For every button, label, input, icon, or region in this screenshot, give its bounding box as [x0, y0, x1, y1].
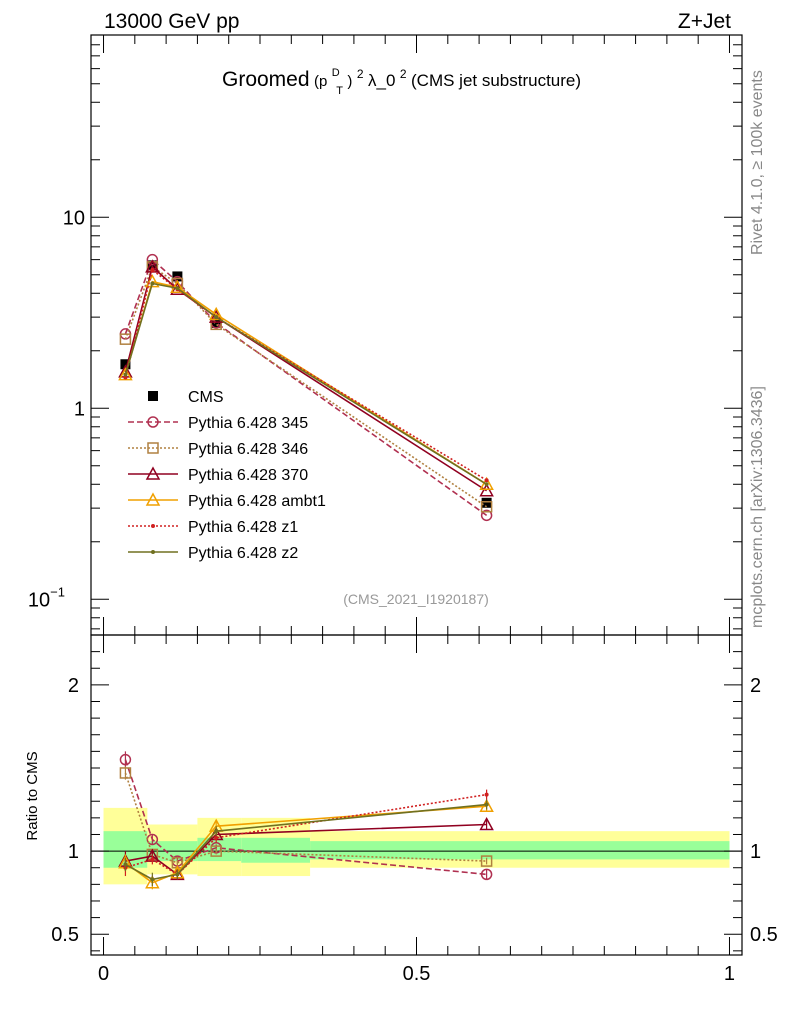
ratio-point-z2-3 — [214, 829, 219, 834]
point-z2-0 — [123, 372, 128, 377]
main-y-tick-base-0: 10 — [28, 589, 50, 611]
title-sq1: 2 — [357, 67, 364, 81]
point-cms-4 — [481, 497, 492, 508]
legend-marker-ambt1 — [145, 492, 161, 506]
point-z1-0 — [123, 375, 128, 380]
legend-marker-cms — [148, 391, 158, 401]
legend-label-z1: Pythia 6.428 z1 — [188, 519, 298, 536]
point-p345-4 — [480, 509, 493, 522]
ratio-point-p346-3 — [210, 845, 222, 857]
ratio-y-tick-label-1: 1 — [68, 841, 79, 863]
legend-marker-z1 — [151, 524, 155, 528]
point-p345-1 — [146, 253, 159, 266]
main-y-tick-label-1: 1 — [74, 398, 85, 420]
ratio-ylabel: Ratio to CMS — [24, 751, 41, 840]
rivet-label: Rivet 4.1.0, ≥ 100k events — [749, 70, 766, 255]
main-series — [118, 253, 494, 522]
process-label: Z+Jet — [678, 10, 731, 33]
point-ambt1-2 — [170, 279, 185, 294]
title-sup-d: D — [332, 67, 340, 79]
legend-marker-p345 — [147, 416, 159, 428]
point-z2-4 — [484, 482, 489, 487]
ratio-point-p346-0 — [119, 767, 132, 779]
point-z2-1 — [150, 281, 155, 286]
band-inner-4 — [310, 841, 730, 860]
ratio-point-z1-4 — [484, 792, 489, 797]
point-ambt1-4 — [479, 476, 494, 491]
legend-marker-z2 — [151, 550, 155, 554]
ratio-y-tick-label-right-1: 1 — [750, 841, 761, 863]
legend-label-p370: Pythia 6.428 370 — [188, 467, 308, 484]
band-inner-3 — [241, 837, 311, 863]
ratio-series — [118, 751, 494, 890]
series-line-z1 — [124, 268, 488, 481]
point-cms-0 — [120, 359, 131, 370]
title-p: (p — [314, 73, 327, 90]
title-sq2: 2 — [400, 67, 407, 81]
ratio-point-p370-4 — [479, 816, 494, 831]
title-main: Groomed — [222, 68, 310, 91]
ratio-point-p345-4 — [480, 868, 493, 881]
ratio-point-z2-0 — [123, 862, 128, 867]
point-z2-3 — [214, 315, 219, 320]
ratio-y-tick-label-2: 2 — [68, 675, 79, 697]
title-rest: (CMS jet substructure) — [411, 71, 581, 90]
legend-label-ambt1: Pythia 6.428 ambt1 — [188, 493, 326, 510]
title-sub-t: T — [336, 85, 343, 97]
ratio-y-tick-label-right-2: 2 — [750, 675, 761, 697]
analysis-id: (CMS_2021_I1920187) — [343, 591, 489, 607]
ratio-point-p346-4 — [480, 855, 493, 867]
ratio-frame — [90, 634, 743, 956]
mcplots-label: mcplots.cern.ch [arXiv:1306.3436] — [749, 386, 766, 628]
main-y-tick-sup-0: −1 — [50, 584, 65, 599]
point-ambt1-0 — [118, 367, 133, 381]
ratio-y-tick-label-0: 0.5 — [51, 924, 79, 946]
ratio-point-p345-1 — [146, 833, 159, 846]
main-y-tick-base-2: 10 — [63, 207, 85, 229]
ratio-point-z1-3 — [214, 835, 219, 840]
ratio-point-ambt1-1 — [145, 875, 160, 889]
ratio-axes: 0.5 0.5 1 1 2 2 0 0.5 1 — [51, 634, 778, 985]
plot-title: Groomed (p D T ) 2 λ_0 2 (CMS jet substr… — [222, 63, 581, 98]
legend-marker-p370 — [145, 466, 161, 480]
title-lambda: λ_0 — [368, 71, 395, 90]
legend-label-p345: Pythia 6.428 345 — [188, 415, 308, 432]
point-z1-4 — [484, 478, 489, 483]
ratio-point-p345-0 — [119, 753, 132, 766]
main-y-tick-base-1: 1 — [74, 398, 85, 420]
ratio-point-z2-4 — [484, 802, 489, 807]
ratio-point-z2-1 — [150, 877, 155, 882]
ratio-point-z2-2 — [175, 872, 180, 877]
point-p346-0 — [119, 333, 132, 345]
x-tick-label-1: 0.5 — [403, 963, 431, 985]
point-z1-1 — [150, 267, 155, 272]
legend-marker-p346 — [147, 442, 159, 454]
legend-label-cms: CMS — [188, 389, 224, 406]
main-y-tick-label-2: 10 — [63, 207, 85, 229]
x-tick-label-2: 1 — [724, 963, 735, 985]
x-tick-label-0: 0 — [98, 963, 109, 985]
ratio-bands — [103, 807, 730, 885]
point-p346-4 — [480, 501, 493, 513]
ratio-point-ambt1-4 — [479, 798, 494, 812]
point-ambt1-1 — [145, 274, 160, 288]
series-line-p346 — [124, 265, 488, 508]
legend-label-p346: Pythia 6.428 346 — [188, 441, 308, 458]
legend-label-z2: Pythia 6.428 z2 — [188, 545, 298, 562]
main-y-tick-label-0: 10−1 — [28, 584, 65, 611]
legend: CMS Pythia 6.428 345 Pythia 6.428 346 Pythi… — [128, 389, 326, 562]
ratio-point-z1-1 — [150, 857, 155, 862]
title-close: ) — [347, 73, 352, 90]
ratio-y-tick-label-right-0: 0.5 — [750, 924, 778, 946]
point-p370-4 — [479, 483, 494, 497]
point-z2-2 — [175, 286, 180, 291]
energy-label: 13000 GeV pp — [104, 10, 239, 33]
